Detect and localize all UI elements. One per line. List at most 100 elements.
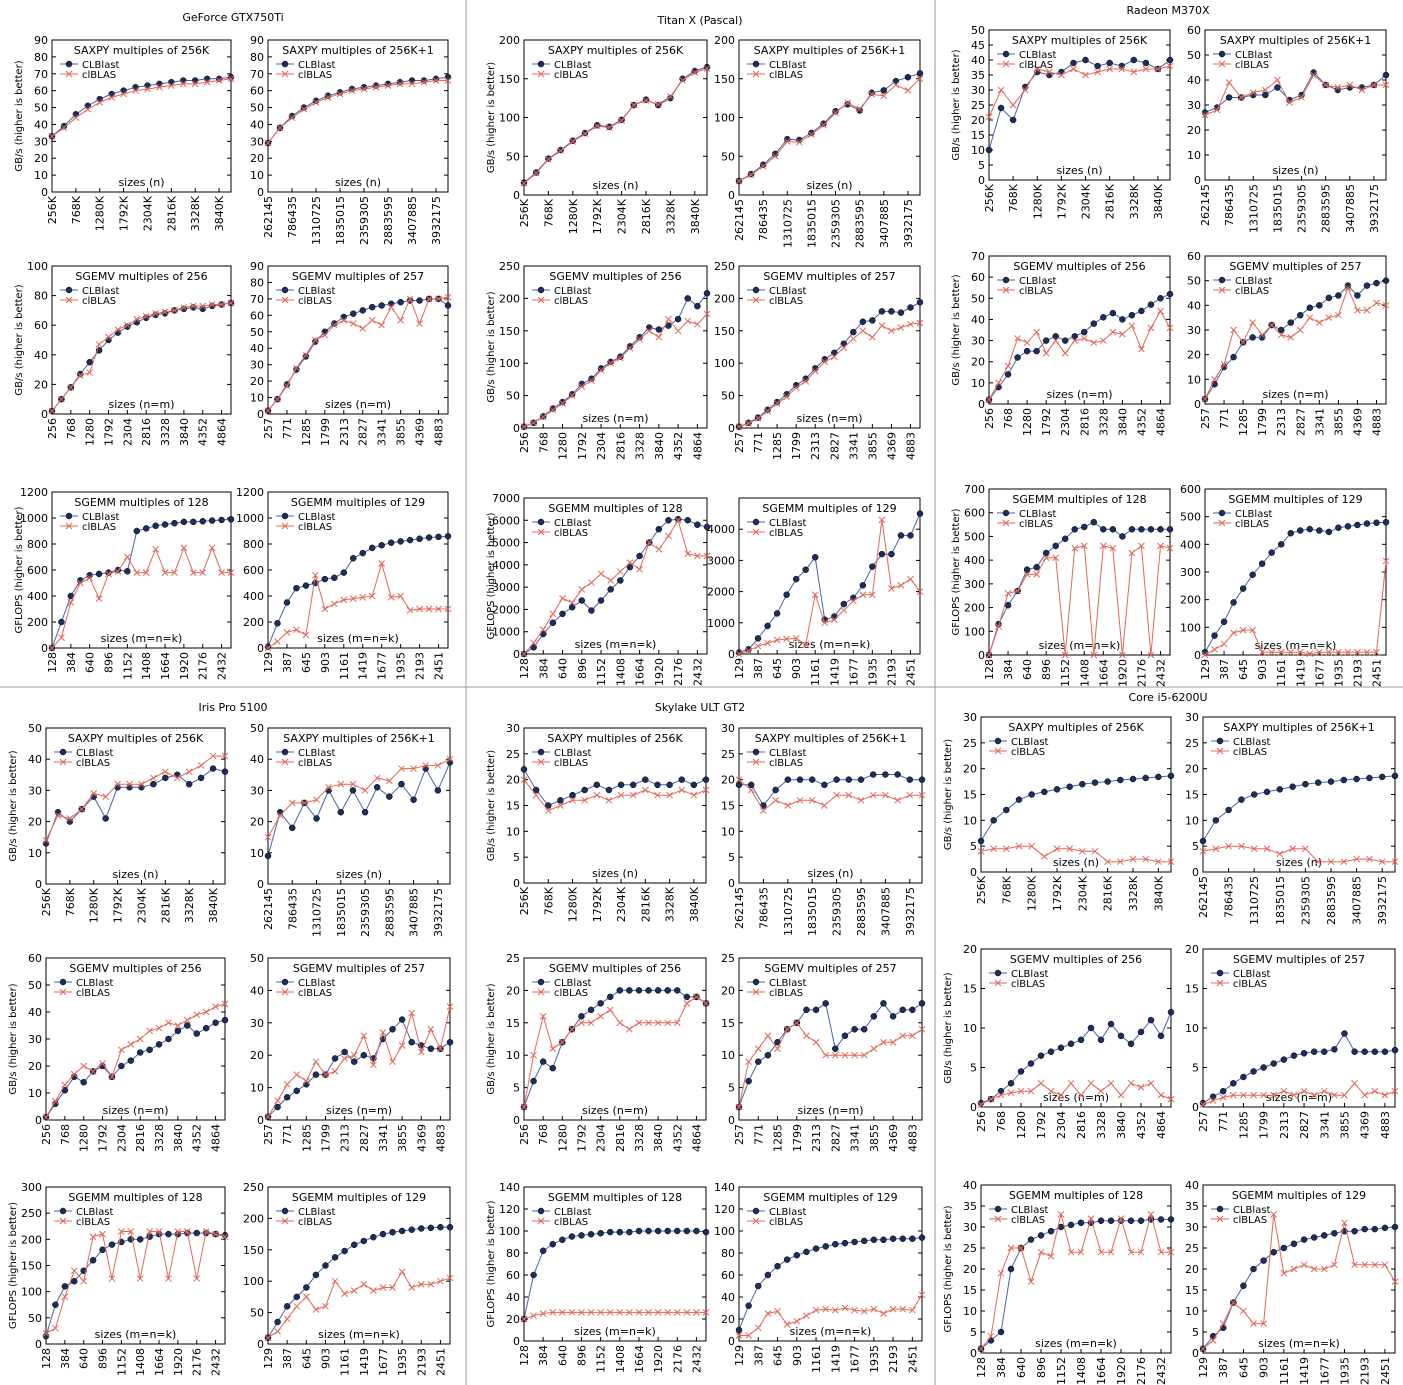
y-tick-label: 30 [250,784,264,797]
plot-frame [1204,29,1387,181]
data-point-clblast [171,519,178,527]
data-point-clblast [674,1227,681,1235]
x-tick-label: 1792K [112,887,125,923]
data-point-clblast [340,313,348,321]
data-point-clblast [703,289,711,297]
data-point-clblas [654,1019,662,1027]
data-point-clblast [1276,786,1284,793]
data-point-clblas [1344,648,1352,656]
data-point-clblas [812,1038,820,1046]
y-tick-label: 50 [250,1307,264,1320]
data-point-clblas [1249,319,1256,326]
data-point-clblas [312,336,319,344]
y-tick-label: 200 [243,1212,264,1225]
chart-title: SGEMM multiples of 129 [763,1191,897,1204]
data-point-clblast [387,300,395,308]
x-tick-label: 768 [59,1124,72,1145]
y-tick-label: 50 [28,722,42,735]
data-point-clblast [811,554,819,561]
data-point-clblas [1166,324,1174,332]
data-point-clblas [321,331,329,339]
data-point-clblast [851,1026,858,1033]
data-point-clblas [1280,1087,1288,1095]
data-point-clblas [773,400,781,407]
x-tick-label: 256 [40,1124,53,1145]
data-point-clblast [1219,1087,1227,1095]
series-line-clblast [980,775,1172,842]
data-point-clblast [1037,1232,1045,1239]
data-point-clblast [796,776,804,783]
plot-frame [523,1186,707,1342]
x-axis-label: sizes (n=m) [582,412,648,425]
data-point-clblas [771,152,779,160]
legend-marker-clblas [59,758,67,766]
y-tick-label: 0 [1194,398,1201,411]
x-tick-label: 256 [518,1124,531,1145]
data-point-clblas [48,644,56,652]
data-point-clblast [1354,521,1361,529]
data-point-clblast [764,622,771,630]
data-point-clblast [899,1006,906,1014]
legend-marker-clblast [1218,276,1226,284]
x-tick-label: 1792 [1040,408,1053,436]
y-tick-label: 25 [721,952,735,965]
data-point-clblas [1052,554,1060,562]
x-tick-label: 1664 [633,1345,646,1373]
y-tick-label: 10 [1187,373,1201,386]
data-point-clblas [1340,858,1348,866]
x-tick-label: 1835015 [1274,876,1287,925]
data-point-clblas [811,591,819,599]
data-point-clblast [416,535,423,543]
data-point-clblast [1061,337,1069,344]
data-point-clblast [1090,518,1098,526]
data-point-clblas [221,752,229,760]
data-point-clblas [1082,71,1089,79]
data-point-clblast [389,1228,396,1236]
x-tick-label: 3932175 [432,888,445,937]
data-point-clblast [822,1000,829,1007]
y-tick-label: 10 [34,169,48,182]
y-tick-label: 30 [250,359,264,372]
chart-title: SGEMM multiples of 128 [548,1191,682,1204]
series-line-clblast [523,989,707,1108]
x-tick-label: 640 [1015,1357,1028,1378]
series-line-clblas [1204,286,1387,400]
data-point-clblas [1361,1261,1369,1269]
data-point-clblas [52,1097,59,1105]
x-tick-label: 387 [1218,659,1231,680]
data-point-clblast [202,1024,210,1032]
data-point-clblast [1107,1020,1115,1028]
data-point-clblast [747,781,755,789]
data-point-clblas [264,833,272,841]
y-tick-label: 70 [971,250,985,263]
data-point-clblast [199,518,206,525]
data-point-clblas [1277,648,1285,656]
data-point-clblas [880,92,888,100]
data-point-clblast [1106,59,1113,67]
series-line-clblas [267,296,449,412]
data-point-clblas [1053,845,1061,853]
y-tick-label: 50 [250,102,264,115]
legend-label-clblas: clBLAS [298,70,332,81]
legend-label-clblas: clBLAS [298,522,332,533]
y-tick-label: 0 [35,1338,42,1351]
legend-marker-clblast [537,1207,545,1215]
data-point-clblast [597,1000,604,1007]
x-tick-label: 129 [733,658,746,679]
data-point-clblast [321,575,329,583]
data-point-clblas [80,1062,88,1070]
data-point-clblast [1100,314,1107,321]
x-tick-label: 3840 [653,432,666,460]
x-tick-label: 1935 [395,652,408,680]
data-point-clblast [897,532,905,539]
y-tick-label: 30 [971,335,985,348]
data-point-clblast [559,398,566,406]
y-tick-label: 0 [1194,174,1201,187]
data-point-clblast [52,1301,59,1308]
data-point-clblast [860,1237,868,1245]
data-point-clblas [155,1024,163,1032]
y-tick-label: 45 [971,39,985,52]
